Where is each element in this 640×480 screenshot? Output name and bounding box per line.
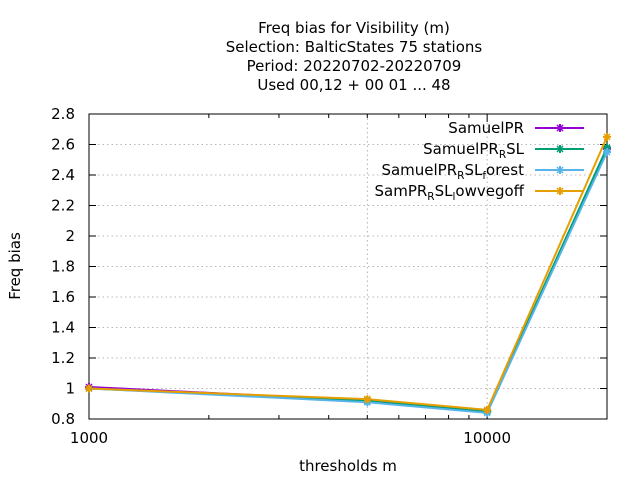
x-tick-label: 1000: [70, 429, 108, 447]
legend-item: SamuelPRRSL: [423, 140, 584, 161]
grid: [89, 114, 607, 419]
y-tick-label: 1.4: [51, 319, 75, 337]
y-tick-label: 1.6: [51, 288, 75, 306]
legend-item: SamuelPR: [448, 119, 584, 137]
y-tick-label: 2.4: [51, 166, 75, 184]
series-line: [88, 147, 608, 413]
y-tick-label: 0.8: [51, 410, 75, 428]
x-tick-label: 10000: [463, 429, 511, 447]
y-tick-label: 2.2: [51, 197, 75, 215]
legend-item: SamPRRSLlowvegoff: [375, 182, 584, 203]
y-axis-label: Freq bias: [6, 232, 24, 300]
series-layer: [85, 132, 611, 417]
title-line-4: Used 00,12 + 00 01 ... 48: [257, 76, 450, 94]
x-axis-label: thresholds m: [299, 457, 397, 475]
data-point: [483, 405, 492, 414]
title-line-1: Freq bias for Visibility (m): [258, 19, 450, 37]
legend-item: SamuelPRRSLforest: [381, 161, 584, 182]
y-tick-label: 2.8: [51, 105, 75, 123]
series-line: [88, 148, 608, 413]
y-tick-label: 1: [65, 380, 75, 398]
data-point: [85, 384, 93, 393]
data-point: [603, 132, 611, 141]
data-point: [363, 395, 372, 404]
legend-label: SamuelPR: [448, 119, 524, 137]
title-line-2: Selection: BalticStates 75 stations: [226, 38, 483, 56]
x-axis-ticks: 1000 10000: [70, 114, 608, 447]
chart-title: Freq bias for Visibility (m) Selection: …: [226, 19, 483, 94]
y-axis-ticks: 0.8 1 1.2 1.4 1.6 1.8 2 2.2 2.4 2.6 2.8: [51, 105, 607, 428]
data-point: [603, 148, 611, 157]
y-tick-label: 2.6: [51, 136, 75, 154]
legend: SamuelPR SamuelPRRSLSamuelPRRSLforestSamP…: [375, 119, 584, 203]
title-line-3: Period: 20220702-20220709: [247, 57, 462, 75]
y-tick-label: 2: [65, 227, 75, 245]
y-tick-label: 1.8: [51, 258, 75, 276]
series-line: [88, 136, 608, 411]
legend-label: SamPRRSLlowvegoff: [375, 182, 525, 203]
series-line: [88, 151, 608, 414]
y-tick-label: 1.2: [51, 349, 75, 367]
legend-label: SamuelPRRSL: [423, 140, 525, 161]
legend-label: SamuelPRRSLforest: [381, 161, 524, 182]
